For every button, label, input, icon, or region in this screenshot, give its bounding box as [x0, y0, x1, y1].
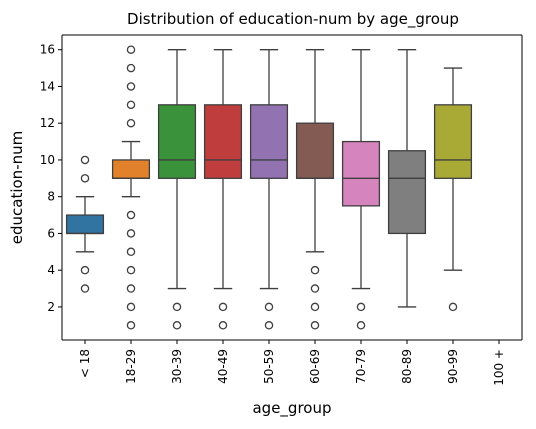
box [433, 104, 473, 179]
outlier-point [126, 302, 136, 312]
outlier-point [80, 284, 90, 293]
x-tick-label: 70-79 [354, 349, 368, 384]
outlier-point [356, 302, 366, 312]
y-tick-label: 10 [40, 153, 55, 167]
box-group [341, 49, 381, 330]
y-axis-title: education-num [8, 131, 26, 244]
x-tick-label: 80-89 [400, 349, 414, 384]
outlier-point [218, 321, 228, 330]
box-group [65, 155, 105, 293]
box [111, 159, 151, 179]
box [387, 150, 427, 235]
outlier-point [126, 284, 136, 293]
y-tick-label: 2 [47, 300, 55, 314]
box [65, 214, 105, 235]
outlier-point [264, 321, 274, 330]
x-tick-label: 90-99 [446, 349, 460, 384]
outlier-point [448, 302, 458, 312]
outlier-point [310, 302, 320, 312]
outlier-point [126, 45, 136, 54]
outlier-point [126, 210, 136, 220]
box-group [249, 49, 289, 330]
y-tick-label: 6 [47, 226, 55, 240]
y-tick-label: 4 [47, 263, 55, 277]
y-tick-label: 12 [40, 116, 55, 130]
outlier-point [264, 302, 274, 312]
outlier-point [126, 63, 136, 73]
outlier-point [126, 229, 136, 238]
axes-frame: 2 4 6 8 10 12 14 16 < 18 18-29 30-39 40-49 50-59 60-6… [40, 34, 523, 386]
box-group [295, 49, 335, 330]
outlier-point [80, 265, 90, 275]
x-tick-label: 40-49 [216, 349, 230, 384]
box-group [111, 45, 151, 330]
outlier-point [80, 155, 90, 165]
box [249, 104, 289, 179]
box [341, 140, 381, 207]
plot-area [65, 45, 473, 330]
outlier-point [310, 265, 320, 275]
x-tick-label: 100 + [492, 349, 506, 386]
outlier-point [126, 247, 136, 257]
outlier-point [126, 82, 136, 91]
y-tick-label: 14 [40, 79, 55, 93]
box [203, 104, 243, 179]
chart-title: Distribution of education-num by age_gro… [127, 10, 459, 29]
y-tick-label: 16 [40, 43, 55, 57]
x-tick-label: 50-59 [262, 349, 276, 384]
box-group [157, 49, 197, 330]
outlier-point [126, 321, 136, 330]
y-tick-label: 8 [47, 190, 55, 204]
outlier-point [172, 302, 182, 312]
outlier-point [310, 284, 320, 293]
box [295, 122, 335, 179]
x-tick-label: 30-39 [170, 349, 184, 384]
x-axis-title: age_group [252, 399, 331, 418]
box-group [387, 49, 427, 308]
x-tick-label: < 18 [78, 349, 92, 378]
x-tick-label: 18-29 [124, 349, 138, 384]
box-group [433, 67, 473, 312]
box [157, 104, 197, 179]
box-group [203, 49, 243, 330]
outlier-point [356, 321, 366, 330]
x-tick-label: 60-69 [308, 349, 322, 384]
outlier-point [126, 265, 136, 275]
outlier-point [126, 118, 136, 128]
outlier-point [172, 321, 182, 330]
outlier-point [218, 302, 228, 312]
outlier-point [126, 100, 136, 110]
outlier-point [310, 321, 320, 330]
outlier-point [80, 174, 90, 183]
